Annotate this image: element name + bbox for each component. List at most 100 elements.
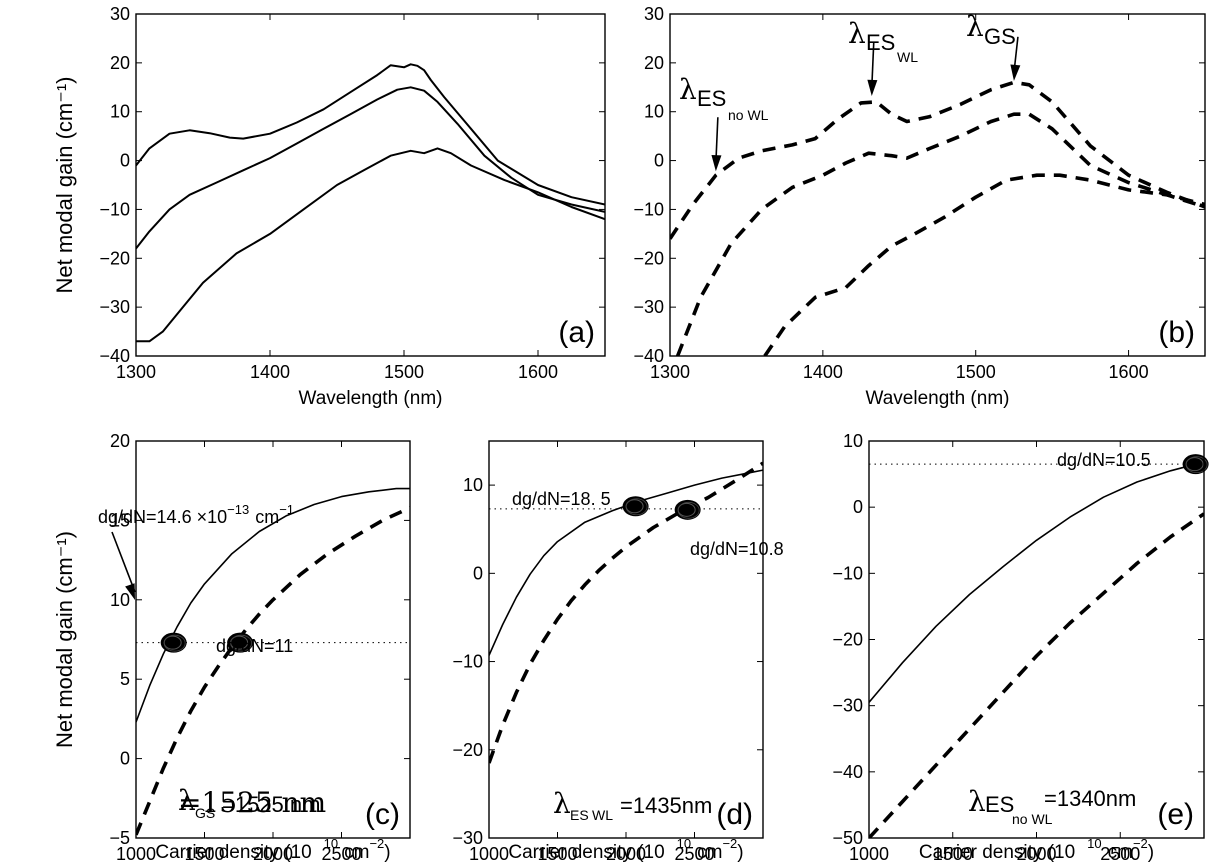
svg-text:λ: λ [553,787,571,820]
series-line-1 [136,63,605,206]
panel-d: 1000 1500 2000 2500 −30 −20 −10 0 10 Carrier dens… [452,440,764,864]
x-tick-label: 1500 [184,844,224,864]
panel-b: 1300 1400 1500 1600 −40 −30 −20 −10 0 10 20 30 Wavel… [633,4,1206,409]
y-tick-label: −10 [452,652,483,672]
panel-label: (d) [716,798,753,831]
svg-text:λ: λ [178,784,196,817]
svg-text:no WL: no WL [1012,811,1053,827]
y-tick-label: −20 [452,740,483,760]
data-marker-1 [160,632,187,653]
y-tick-label: 0 [473,563,483,583]
y-tick-label: −50 [832,828,863,848]
panel-label: (e) [1157,798,1194,831]
x-tick-label: 1600 [518,362,558,382]
y-tick-label: 10 [463,475,483,495]
y-tick-label: −40 [633,346,664,366]
y-tick-label: −30 [452,828,483,848]
svg-text:=1340nm: =1340nm [1044,786,1136,811]
svg-text:GS: GS [984,24,1016,49]
panel-a: 1300 1400 1500 1600 −40 −30 −20 −10 0 10 20 30 Wavel… [52,4,606,409]
series-line-1 [869,463,1196,703]
y-axis-label: Net modal gain (cm⁻¹) [52,531,77,748]
annotation-slope-c-top: dg/dN=14.6 ×10−13 cm−1 [98,502,294,527]
x-tick-label: 2000 [606,844,646,864]
x-tick-label: 1400 [803,362,843,382]
data-marker-1 [1182,454,1209,475]
y-tick-label: 10 [843,431,863,451]
annotation-lambda-es-wl-d: λ ES WL =1435nm [553,787,712,823]
x-tick-label: 1500 [956,362,996,382]
axes-frame [135,13,606,357]
x-tick-label: 1300 [116,362,156,382]
x-tick-label: 1500 [384,362,424,382]
y-tick-label: 15 [110,510,130,530]
data-marker-2 [227,632,254,653]
y-tick-label: 20 [644,53,664,73]
svg-text:λ: λ [679,73,697,106]
x-tick-label: 1400 [250,362,290,382]
y-tick-label: 10 [110,590,130,610]
annotation-lambda-gs: λ GS [966,10,1016,49]
panel-label: (b) [1158,316,1195,349]
x-tick-label: 2500 [674,844,714,864]
annotation-slope-e-top: dg/dN=10.5 [1057,450,1151,470]
y-tick-label: 20 [110,431,130,451]
y-tick-label: −20 [832,630,863,650]
annotation-slope-d-low: dg/dN=10.8 [690,539,784,559]
y-tick-label: −30 [832,696,863,716]
x-tick-label: 2500 [321,844,361,864]
series-line-2 [675,112,1205,356]
y-tick-label: −5 [109,828,130,848]
y-tick-label: −30 [99,297,130,317]
y-tick-label: −10 [832,563,863,583]
series-line-1 [489,469,763,656]
svg-text:λ: λ [968,785,986,818]
annotation-arrow [711,117,722,172]
annotation-arrow [111,531,136,600]
y-tick-label: 0 [120,749,130,769]
x-tick-label: 2000 [253,844,293,864]
series-line-2 [869,512,1204,838]
panel-label: (c) [365,798,400,831]
y-axis-label: Net modal gain (cm⁻¹) [52,76,77,293]
y-tick-label: −40 [832,762,863,782]
annotation-slope-c-low: dg/dN=11 [216,636,293,656]
y-tick-label: 0 [120,151,130,171]
x-tick-label: 2000 [1016,844,1056,864]
annotation-arrow [867,41,878,96]
x-axis-label: Wavelength (nm) [299,388,443,409]
y-tick-label: 30 [110,4,130,24]
series-line-2 [136,86,605,250]
x-tick-label: 2500 [1100,844,1140,864]
series-line-1 [670,80,1205,240]
svg-text:λ: λ [848,17,866,50]
y-tick-label: 0 [853,497,863,517]
annotation-slope-d-top: dg/dN=18. 5 [512,489,611,509]
series-line-3 [136,147,605,343]
svg-text:ES: ES [697,86,726,111]
svg-text:WL: WL [592,807,613,823]
y-tick-label: −30 [633,297,664,317]
svg-text:no WL: no WL [728,107,769,123]
annotation-arrow [1010,36,1021,81]
axes-frame [868,440,1205,839]
data-marker-2 [674,499,701,520]
x-axis-label: Carrier density (10 10 cm−2) [508,836,743,863]
x-tick-label: 1000 [116,844,156,864]
x-tick-label: 1500 [537,844,577,864]
y-tick-label: 0 [654,151,664,171]
x-tick-label: 1600 [1109,362,1149,382]
y-tick-label: 10 [110,102,130,122]
y-tick-label: −20 [99,248,130,268]
y-tick-label: −40 [99,346,130,366]
x-tick-label: 1000 [849,844,889,864]
axes-frame [669,13,1206,357]
annotation-lambda-gs-c: =1525 nmλ GS =1525 nm [178,784,326,821]
y-tick-label: 5 [120,669,130,689]
x-axis-label: Carrier density (10 10 cm−2) [919,836,1154,863]
data-marker-1 [622,496,649,517]
svg-text:ES: ES [866,30,895,55]
y-tick-label: 20 [110,53,130,73]
